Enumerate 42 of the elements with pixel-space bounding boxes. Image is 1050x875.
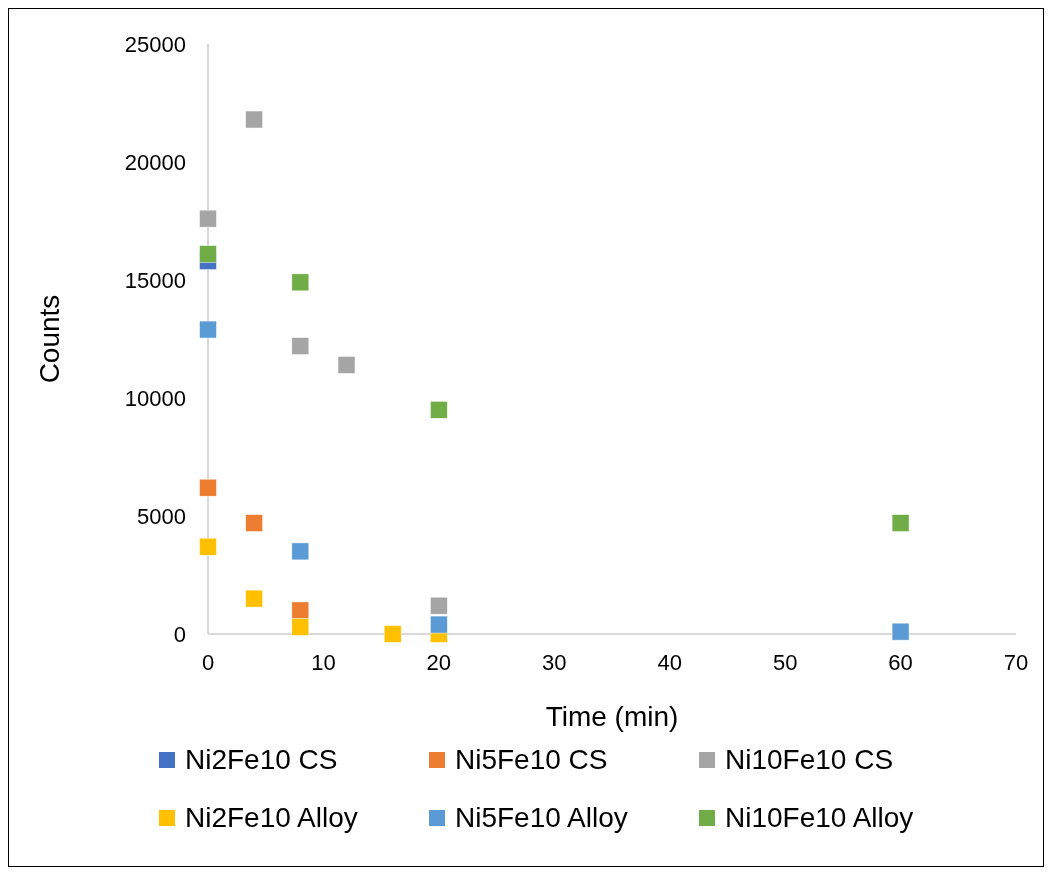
point	[430, 596, 448, 615]
y-tick-label: 20000	[124, 149, 186, 175]
y-tick-label: 25000	[124, 31, 186, 57]
point	[199, 320, 217, 339]
point	[383, 625, 402, 643]
legend-label: Ni10Fe10 Alloy	[725, 802, 914, 834]
point	[291, 601, 310, 620]
point	[291, 618, 310, 636]
y-tick-label: 10000	[124, 385, 186, 411]
x-tick-label: 0	[201, 649, 215, 675]
point	[291, 542, 310, 561]
y-tick-label: 0	[173, 621, 186, 647]
point	[199, 537, 217, 556]
point	[430, 615, 448, 634]
point	[199, 209, 217, 228]
x-tick-label: 60	[888, 649, 913, 675]
x-tick-label: 10	[311, 649, 336, 675]
x-tick-label: 20	[426, 649, 452, 675]
point	[891, 514, 910, 532]
point	[199, 245, 217, 263]
x-tick-label: 70	[1003, 649, 1029, 675]
legend-label: Ni2Fe10 CS	[185, 744, 338, 776]
x-axis-title: Time (min)	[545, 700, 679, 732]
x-tick-label: 30	[542, 649, 567, 675]
legend-label: Ni5Fe10 Alloy	[455, 802, 628, 834]
y-tick-label: 5000	[137, 503, 186, 529]
y-tick-label: 15000	[124, 267, 186, 293]
legend-label: Ni2Fe10 Alloy	[185, 802, 358, 834]
x-tick-label: 40	[657, 649, 682, 675]
legend-label: Ni5Fe10 CS	[455, 744, 608, 776]
point	[430, 401, 448, 419]
y-axis-title: Counts	[33, 294, 65, 384]
point	[245, 514, 263, 532]
point	[891, 622, 910, 641]
point	[291, 337, 310, 355]
legend-label: Ni10Fe10 CS	[725, 744, 894, 776]
point	[245, 589, 263, 608]
point	[337, 356, 356, 374]
point	[291, 273, 310, 292]
point	[245, 110, 263, 129]
x-tick-label: 50	[772, 649, 798, 675]
point	[199, 478, 217, 497]
